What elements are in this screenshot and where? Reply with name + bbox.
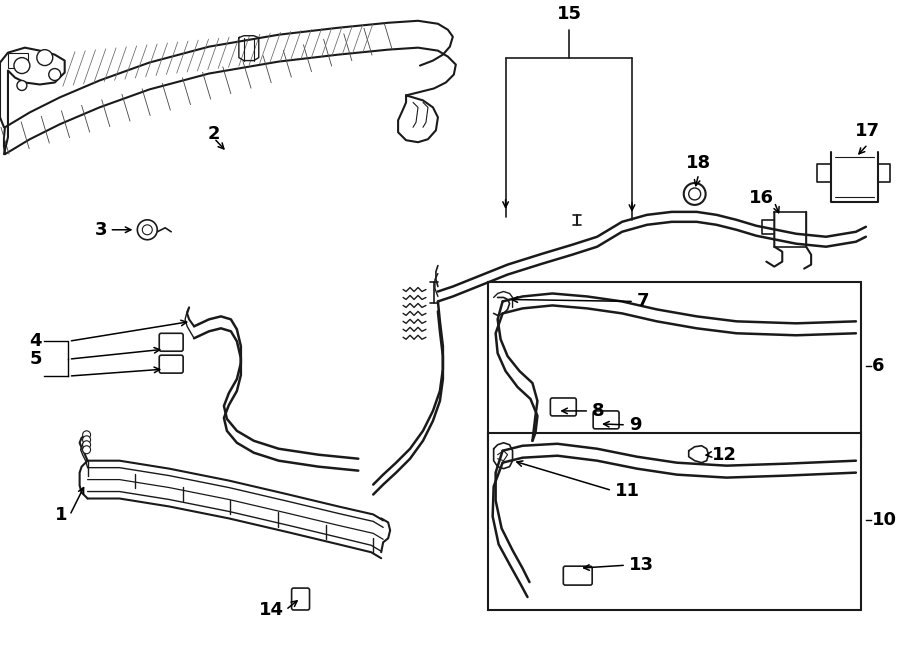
Text: 2: 2 bbox=[208, 125, 220, 143]
Circle shape bbox=[83, 431, 91, 439]
Circle shape bbox=[684, 183, 706, 205]
Text: 6: 6 bbox=[872, 357, 885, 375]
Text: 14: 14 bbox=[258, 601, 284, 619]
Circle shape bbox=[83, 446, 91, 453]
Text: 11: 11 bbox=[615, 482, 640, 500]
Circle shape bbox=[83, 441, 91, 449]
Text: 8: 8 bbox=[592, 402, 605, 420]
Polygon shape bbox=[8, 53, 28, 67]
FancyBboxPatch shape bbox=[551, 398, 576, 416]
Circle shape bbox=[17, 81, 27, 91]
Circle shape bbox=[49, 69, 60, 81]
FancyBboxPatch shape bbox=[593, 411, 619, 429]
Text: 10: 10 bbox=[872, 512, 896, 529]
Text: 4: 4 bbox=[30, 332, 41, 350]
Text: 15: 15 bbox=[557, 5, 581, 22]
Circle shape bbox=[14, 58, 30, 73]
Text: 18: 18 bbox=[686, 154, 711, 172]
Circle shape bbox=[83, 436, 91, 444]
FancyBboxPatch shape bbox=[563, 566, 592, 585]
FancyBboxPatch shape bbox=[159, 355, 183, 373]
Text: 9: 9 bbox=[629, 416, 642, 434]
Text: 3: 3 bbox=[95, 221, 107, 239]
Circle shape bbox=[688, 188, 701, 200]
Text: 12: 12 bbox=[712, 446, 736, 464]
Text: 1: 1 bbox=[55, 506, 68, 524]
Circle shape bbox=[142, 225, 152, 235]
Circle shape bbox=[138, 220, 157, 240]
Bar bbox=[488, 282, 861, 446]
Text: 5: 5 bbox=[30, 350, 41, 368]
Text: 17: 17 bbox=[855, 122, 880, 140]
Text: 13: 13 bbox=[629, 556, 654, 574]
Text: 7: 7 bbox=[637, 292, 650, 311]
Bar bbox=[488, 433, 861, 610]
Circle shape bbox=[37, 50, 53, 65]
FancyBboxPatch shape bbox=[159, 333, 183, 351]
FancyBboxPatch shape bbox=[292, 588, 310, 610]
Text: 16: 16 bbox=[750, 189, 774, 207]
